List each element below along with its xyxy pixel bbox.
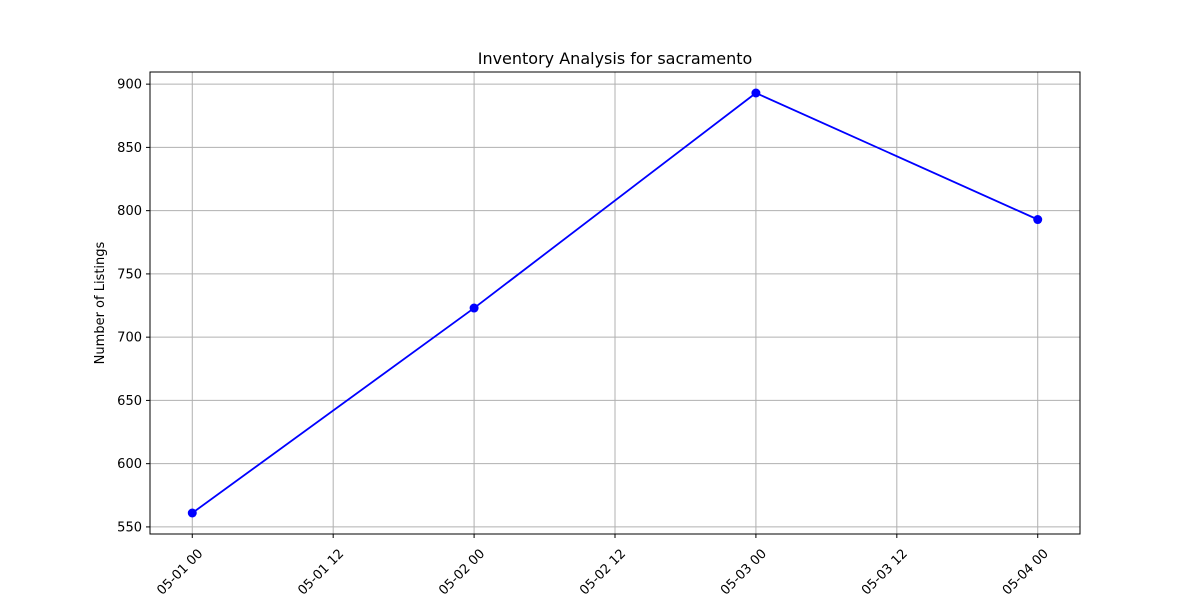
data-point-marker (751, 88, 761, 98)
y-tick-label: 650 (117, 394, 142, 409)
x-tick-label: 05-03 12 (859, 546, 911, 598)
x-tick-label: 05-01 00 (154, 546, 206, 598)
data-point-marker (1033, 215, 1043, 225)
chart-title: Inventory Analysis for sacramento (478, 49, 753, 68)
x-tick-label: 05-02 00 (436, 546, 488, 598)
y-axis-ticks: 550 600 650 700 750 800 850 900 (117, 78, 150, 535)
series-line-group (191, 92, 1039, 514)
series-line (191, 92, 1039, 514)
y-tick-label: 900 (117, 78, 142, 93)
x-tick-label: 05-02 12 (577, 546, 629, 598)
data-point-marker (187, 508, 197, 518)
x-axis-ticks: 05-01 00 05-01 12 05-02 00 05-02 12 05-03 00… (154, 534, 1052, 598)
data-point-marker (469, 303, 479, 313)
data-points (187, 88, 1043, 518)
grid-lines (150, 72, 1080, 534)
x-tick-label: 05-03 00 (718, 546, 770, 598)
y-tick-label: 550 (117, 520, 142, 535)
y-tick-label: 600 (117, 457, 142, 472)
y-tick-label: 850 (117, 141, 142, 156)
y-tick-label: 750 (117, 267, 142, 282)
x-tick-label: 05-04 00 (1000, 546, 1052, 598)
y-axis-label: Number of Listings (93, 241, 108, 364)
y-tick-label: 800 (117, 204, 142, 219)
y-tick-label: 700 (117, 331, 142, 346)
x-tick-label: 05-01 12 (295, 546, 347, 598)
